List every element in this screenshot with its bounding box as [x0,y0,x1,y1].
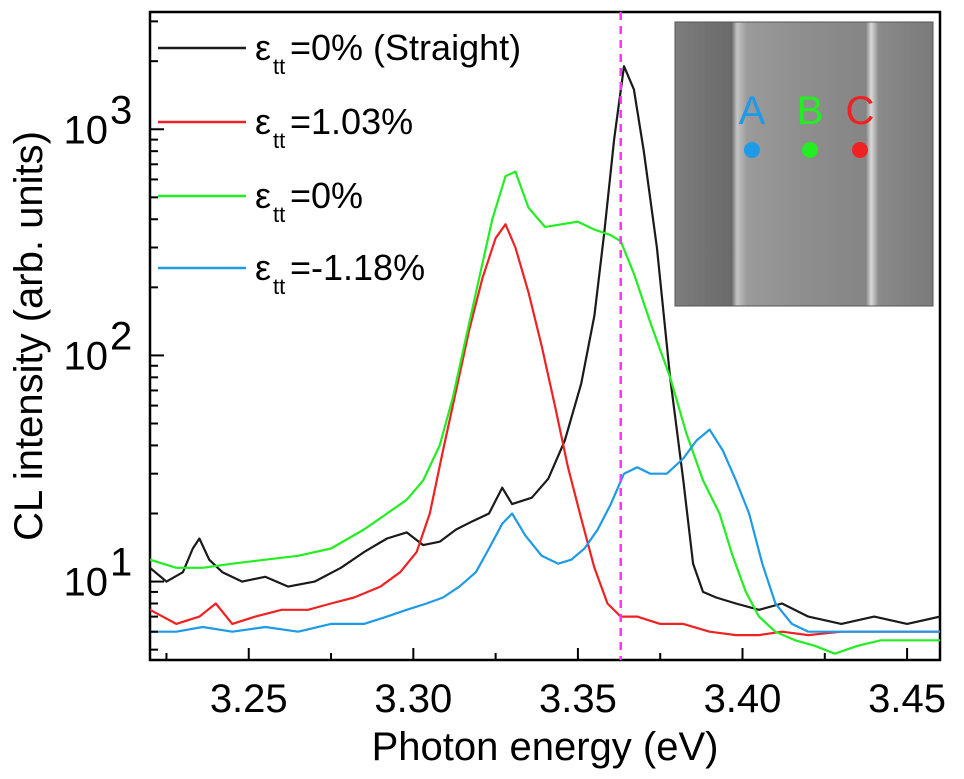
y-tick-exponent: 2 [110,314,132,358]
x-tick-label: 3.40 [704,677,782,721]
y-tick-label: 10 [64,108,109,152]
series-line-1 [150,65,940,625]
y-axis-label: CL intensity (arb. units) [7,131,51,541]
legend-subscript: tt [273,274,285,299]
series-line-3 [150,170,940,655]
x-tick-label: 3.30 [374,677,452,721]
legend-label: =0% (Straight) [290,27,521,68]
inset-label-a: A [739,89,766,133]
y-tick-exponent: 3 [110,88,132,132]
inset-background [674,21,934,307]
x-axis-label: Photon energy (eV) [372,725,719,769]
inset-marker-c [852,142,868,158]
legend-subscript: tt [273,202,285,227]
legend-subscript: tt [273,54,285,79]
y-tick-label: 10 [64,334,109,378]
x-tick-label: 3.45 [868,677,946,721]
x-tick-label: 3.35 [539,677,617,721]
legend-symbol: ε [255,101,271,142]
legend-subscript: tt [273,128,285,153]
series-line-2 [150,223,940,637]
legend-label: =-1.18% [290,247,425,288]
legend-label: =1.03% [290,101,413,142]
inset-marker-a [744,142,760,158]
legend-symbol: ε [255,27,271,68]
legend-label: =0% [290,175,363,216]
inset-label-b: B [797,89,824,133]
legend-symbol: ε [255,247,271,288]
y-tick-exponent: 1 [110,541,132,585]
x-axis-ticks: 3.25 3.30 3.35 3.40 3.45 [165,648,946,721]
legend: ε tt =0% (Straight)ε tt =1.03%ε tt =0%ε tt =-1.1… [158,27,521,299]
series-group [150,65,940,655]
series-line-4 [150,428,940,633]
plot-frame [148,10,942,662]
inset-label-c: C [846,89,875,133]
y-tick-label: 10 [64,561,109,605]
inset-marker-b [802,142,818,158]
x-tick-label: 3.25 [210,677,288,721]
legend-symbol: ε [255,175,271,216]
